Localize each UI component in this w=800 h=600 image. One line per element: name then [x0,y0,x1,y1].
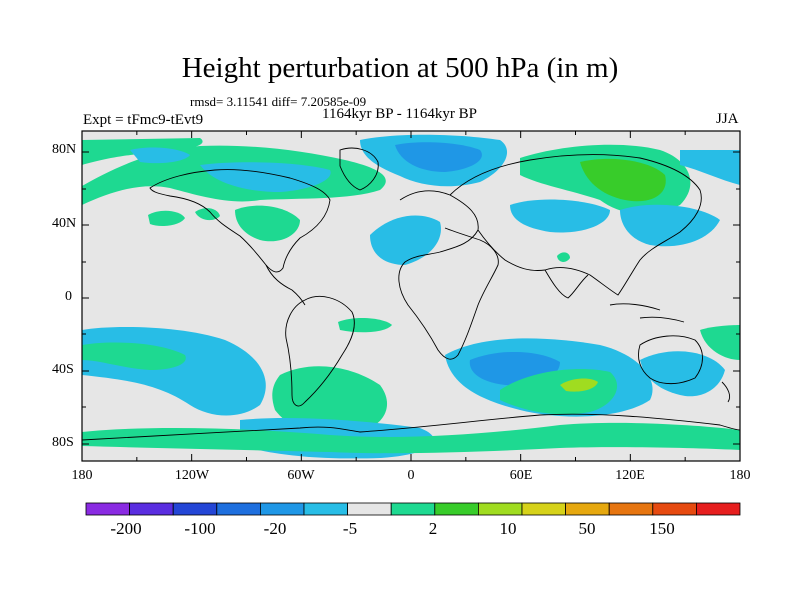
contour-green-us [235,205,300,242]
colorbar-label-neg5: -5 [342,519,358,538]
contour-blue-south-pac [640,351,725,397]
coast-new-zealand [721,381,731,403]
coast-europe-africa [398,190,499,360]
season-label: JJA [716,111,739,127]
colorbar-swatch-13 [652,502,697,516]
lat-label-40s: 40S [52,362,74,377]
colorbar-swatch-11 [565,502,610,516]
axis-ticks [81,131,741,461]
coast-greenland [339,147,379,191]
colorbar-swatch-14 [696,502,741,516]
lon-label-180e: 180 [729,468,751,483]
colorbar-label-neg20: -20 [263,519,287,538]
contour-blue-nw-pacific [680,150,740,185]
coastlines [82,147,740,441]
contour-green-small-atl [338,318,392,333]
map-title: Height perturbation at 500 hPa (in m) [181,52,619,84]
contour-green-sp-west [82,342,186,370]
contour-blue-atlantic-mid [370,215,441,265]
contour-blue-eurasia-mid [510,199,610,233]
contour-blue-asia-east [620,204,720,247]
lat-label-0: 0 [65,289,72,304]
colorbar [85,502,741,516]
coast-indonesia [609,303,685,323]
coast-australia [638,335,703,385]
colorbar-swatch-6 [347,502,392,516]
colorbar-label-10: 10 [499,519,517,538]
colorbar-swatch-0 [85,502,130,516]
coast-central-america [265,264,306,306]
contour-blue-arctic [130,147,190,164]
lat-label-80n: 80N [52,142,77,157]
map-panel [81,130,741,462]
colorbar-swatch-5 [303,502,348,516]
colorbar-label-neg100: -100 [184,519,216,538]
contour-green-south-atlantic [272,366,388,435]
coast-antarctica [82,413,740,441]
colorbar-swatch-2 [172,502,218,516]
colorbar-swatch-12 [608,502,654,516]
contour-blue-deep-na [395,142,482,172]
colorbar-swatch-7 [390,502,436,516]
coast-south-america [285,296,355,407]
colorbar-swatch-9 [477,502,523,516]
lon-label-60e: 60E [509,468,533,483]
lat-label-80s: 80S [52,435,74,450]
lon-label-120w: 120W [174,468,210,483]
contour-yellow-indian [560,378,598,392]
lon-label-180w: 180 [71,468,93,483]
lon-label-60w: 60W [287,468,315,483]
colorbar-swatch-4 [259,502,305,516]
contour-green-mid-east-pac [195,208,220,221]
colorbar-swatch-1 [129,502,174,516]
lon-label-0: 0 [407,468,415,483]
colorbar-label-neg200: -200 [110,519,142,538]
colorbar-swatch-8 [434,502,479,516]
coast-eurasia [449,154,702,296]
period-label: 1164kyr BP - 1164kyr BP [322,106,478,122]
coast-north-america [149,169,331,273]
contour-green-small-asia [557,252,570,262]
lon-label-120e: 120E [615,468,645,483]
stats-text: rmsd= 3.11541 diff= 7.20585e-09 [190,94,367,109]
colorbar-swatch-10 [521,502,566,516]
colorbar-label-150: 150 [649,519,675,538]
lat-label-40n: 40N [52,216,77,231]
contour-green-se-pac [700,325,740,360]
colorbar-label-2: 2 [428,519,438,538]
coast-india [544,269,589,299]
contour-green-deep-siberia [580,158,666,202]
contour-green-pacific-mid [148,210,185,226]
contour-fill-layer [82,134,740,459]
experiment-label: Expt = tFmc9-tEvt9 [83,112,204,128]
colorbar-label-50: 50 [578,519,596,538]
colorbar-swatch-3 [216,502,261,516]
